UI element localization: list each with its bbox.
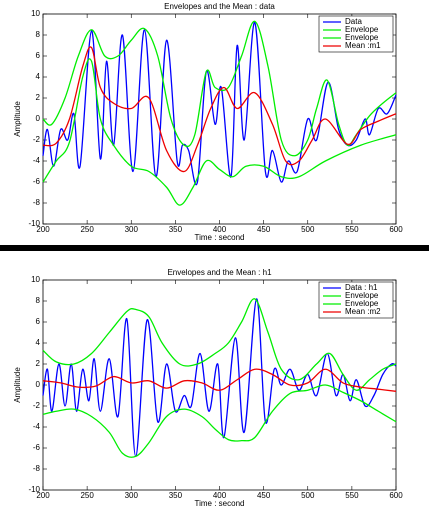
series-line <box>42 298 397 391</box>
y-tick-label: 10 <box>31 275 40 284</box>
x-tick-label: 300 <box>125 225 139 234</box>
x-tick-label: 500 <box>301 491 315 500</box>
chart-title: Envelopes and the Mean : h1 <box>167 268 272 277</box>
legend-label: Envelope <box>345 299 379 308</box>
x-tick-label: 400 <box>213 491 227 500</box>
y-tick-label: -10 <box>28 485 40 494</box>
y-tick-label: -8 <box>33 198 41 207</box>
y-tick-label: 6 <box>36 51 41 60</box>
x-tick-label: 350 <box>169 225 183 234</box>
separator-bar <box>0 245 429 251</box>
y-tick-label: -2 <box>33 401 41 410</box>
legend-label: Data <box>345 17 362 26</box>
y-tick-label: -4 <box>33 422 41 431</box>
y-tick-label: 6 <box>36 317 41 326</box>
x-tick-label: 450 <box>257 225 271 234</box>
y-tick-label: 8 <box>36 30 41 39</box>
series-line <box>42 384 397 458</box>
y-tick-label: 0 <box>36 114 41 123</box>
x-tick-label: 600 <box>389 491 403 500</box>
y-tick-label: 0 <box>36 380 41 389</box>
y-axis-label: Amplitude <box>13 367 22 403</box>
chart-title: Envelopes and the Mean : data <box>164 2 275 11</box>
x-tick-label: 300 <box>125 491 139 500</box>
x-tick-label: 400 <box>213 225 227 234</box>
x-tick-label: 550 <box>345 491 359 500</box>
legend-label: Envelope <box>345 291 379 300</box>
x-tick-label: 350 <box>169 491 183 500</box>
chart: Envelopes and the Mean : h1 -10 -8 -6 -4 -2 0 2… <box>13 268 403 508</box>
legend-label: Mean :m1 <box>345 41 381 50</box>
x-tick-label: 450 <box>257 491 271 500</box>
y-tick-label: 10 <box>31 9 40 18</box>
legend-label: Envelope <box>345 33 379 42</box>
y-tick-label: 8 <box>36 296 41 305</box>
legend-label: Envelope <box>345 25 379 34</box>
series-line <box>42 298 397 458</box>
x-tick-label: 200 <box>36 225 50 234</box>
y-tick-label: 2 <box>36 93 41 102</box>
x-tick-label: 200 <box>36 491 50 500</box>
x-tick-label: 250 <box>80 225 94 234</box>
x-axis-label: Time : second <box>195 233 245 242</box>
y-tick-label: -10 <box>28 219 40 228</box>
series-line <box>42 46 397 173</box>
x-tick-label: 250 <box>80 491 94 500</box>
legend-label: Data : h1 <box>345 283 378 292</box>
y-tick-label: 2 <box>36 359 41 368</box>
y-tick-label: 4 <box>36 72 41 81</box>
legend-label: Mean :m2 <box>345 307 381 316</box>
x-axis-label: Time : second <box>195 499 245 508</box>
series-line <box>42 58 397 206</box>
chart: Envelopes and the Mean : data -10 -8 -6 -4 -2… <box>13 2 403 242</box>
x-tick-label: 500 <box>301 225 315 234</box>
series-line <box>42 368 397 392</box>
y-tick-label: -6 <box>33 177 41 186</box>
y-tick-label: -6 <box>33 443 41 452</box>
y-tick-label: -2 <box>33 135 41 144</box>
y-axis-label: Amplitude <box>13 101 22 137</box>
y-tick-label: -8 <box>33 464 41 473</box>
y-tick-label: 4 <box>36 338 41 347</box>
y-tick-label: -4 <box>33 156 41 165</box>
x-tick-label: 600 <box>389 225 403 234</box>
x-tick-label: 550 <box>345 225 359 234</box>
